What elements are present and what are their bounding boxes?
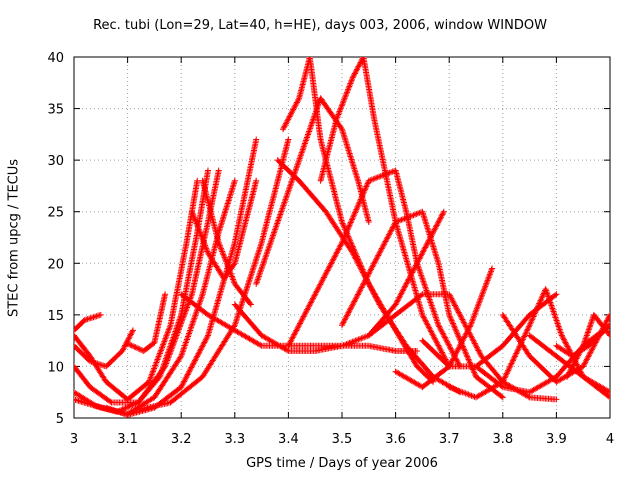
data-series-arc-21 (392, 265, 496, 391)
chart-title: Rec. tubi (Lon=29, Lat=40, h=HE), days 0… (93, 18, 547, 33)
data-point-markers (339, 208, 506, 401)
data-series-arc-6 (74, 327, 136, 370)
data-point-markers (274, 157, 463, 396)
data-series-arc-19 (339, 208, 506, 401)
x-axis-label: GPS time / Days of year 2006 (246, 456, 438, 471)
y-tick-label: 15 (47, 309, 64, 324)
x-tick-label: 3.2 (171, 432, 192, 447)
x-tick-label: 3.9 (546, 432, 567, 447)
x-tick-label: 3.7 (439, 432, 460, 447)
x-tick-label: 3 (70, 432, 78, 447)
y-tick-label: 35 (47, 103, 64, 118)
y-tick-label: 30 (47, 154, 64, 169)
x-tick-label: 3.6 (385, 432, 406, 447)
data-series-arc-5 (74, 311, 104, 334)
y-tick-label: 20 (47, 257, 64, 272)
data-point-markers (199, 177, 254, 308)
x-tick-label: 4 (606, 432, 614, 447)
data-point-markers (74, 311, 104, 334)
data-series-arc-10 (188, 177, 260, 282)
data-series-arc-16 (274, 157, 463, 396)
data-point-markers (285, 167, 463, 370)
data-point-markers (392, 265, 496, 391)
x-tick-label: 3.5 (332, 432, 353, 447)
data-point-markers (564, 311, 610, 380)
x-tick-label: 3.8 (492, 432, 513, 447)
data-point-markers (188, 177, 260, 282)
data-point-markers (135, 136, 292, 413)
data-series-arc-28 (564, 311, 610, 380)
x-tick-label: 3.3 (224, 432, 245, 447)
x-tick-label: 3.4 (278, 432, 299, 447)
data-series-arc-9 (135, 136, 292, 413)
y-tick-label: 40 (47, 51, 64, 66)
data-point-markers (74, 327, 136, 370)
y-tick-label: 25 (47, 206, 64, 221)
data-series-arc-18 (285, 167, 463, 370)
y-tick-label: 5 (56, 412, 64, 427)
data-series-arc-11 (199, 177, 254, 308)
data-series-arc-15 (280, 57, 437, 385)
y-axis-label: STEC from upcg / TECUs (6, 158, 22, 318)
x-tick-label: 3.1 (117, 432, 138, 447)
plot-frame (73, 56, 611, 419)
data-series-arc-7 (124, 291, 169, 354)
y-tick-label: 10 (47, 360, 64, 375)
data-point-markers (280, 57, 437, 385)
data-point-markers (124, 291, 169, 354)
